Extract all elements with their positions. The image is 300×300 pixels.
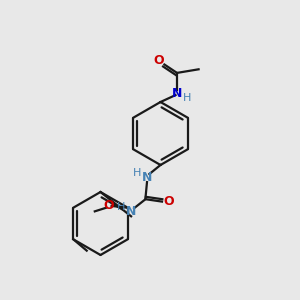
Text: N: N bbox=[172, 87, 182, 100]
Text: H: H bbox=[133, 168, 142, 178]
Text: O: O bbox=[104, 199, 115, 212]
Text: O: O bbox=[154, 54, 164, 68]
Text: N: N bbox=[142, 171, 152, 184]
Text: N: N bbox=[126, 205, 136, 218]
Text: H: H bbox=[183, 93, 192, 103]
Text: O: O bbox=[163, 195, 174, 208]
Text: H: H bbox=[116, 202, 125, 212]
